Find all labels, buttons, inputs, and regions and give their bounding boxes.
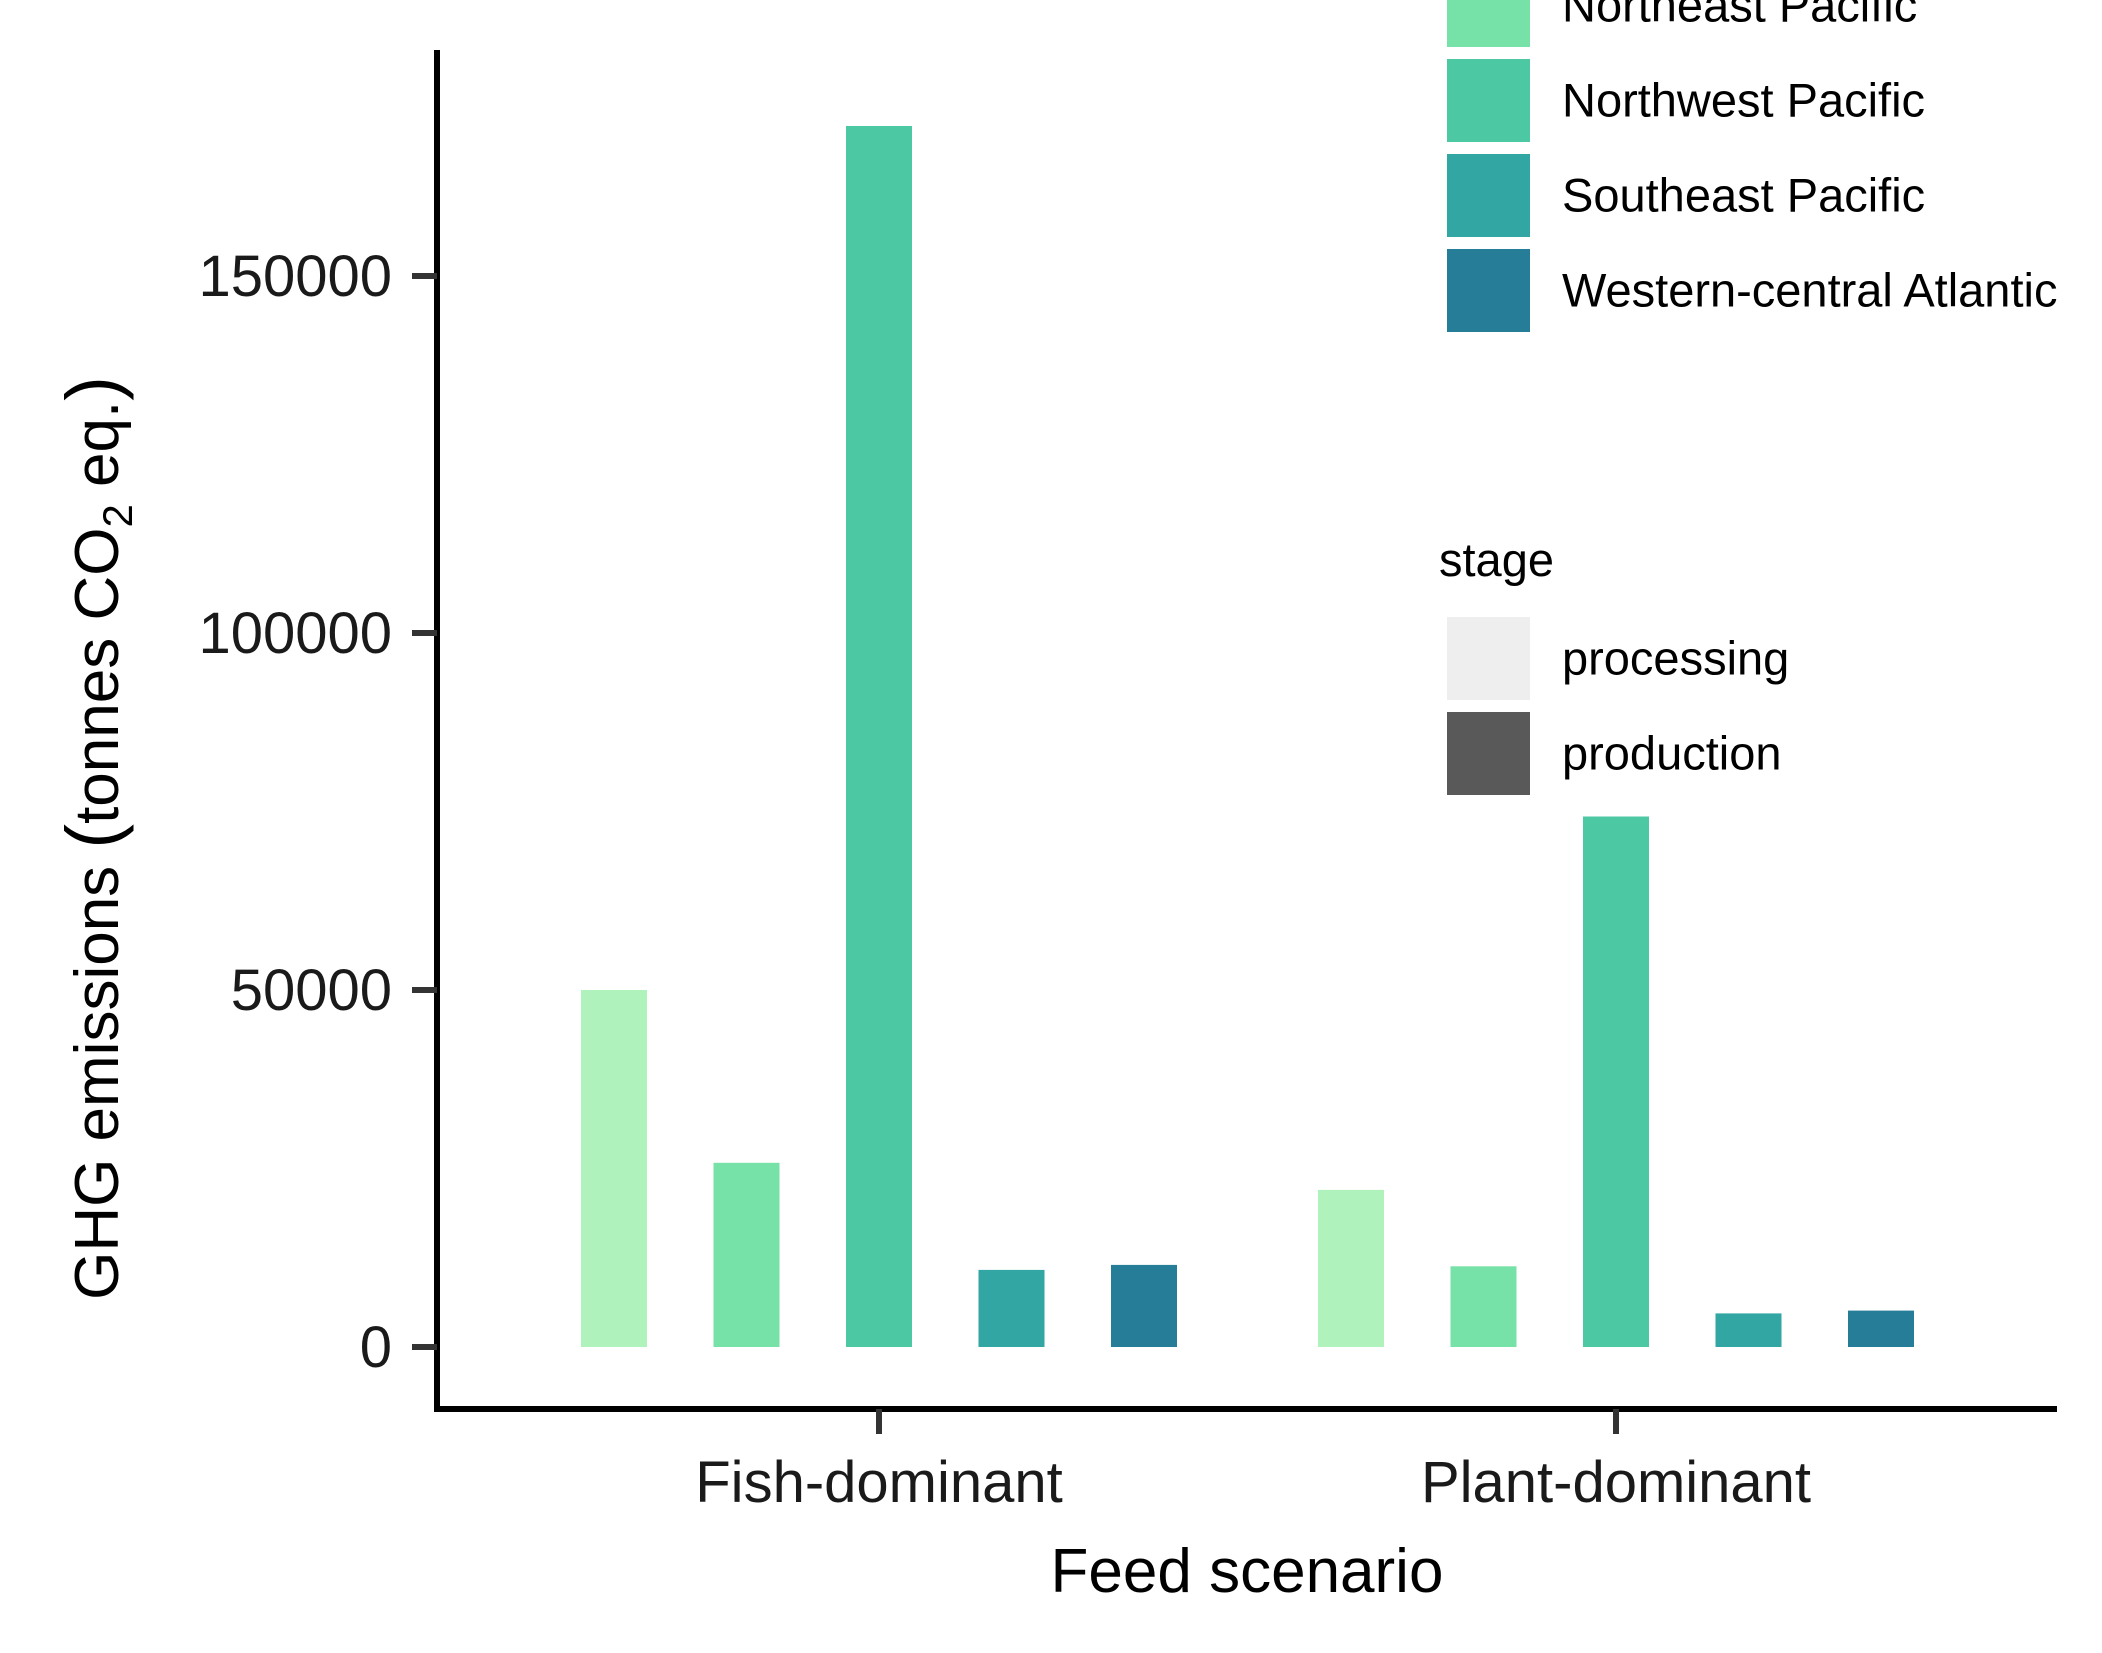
legend-stage-title: stage — [1439, 533, 1554, 586]
y-axis-title-paren-open: ( — [51, 824, 134, 849]
bar-series-0-cat-0 — [581, 990, 647, 1347]
legend-region-key-3 — [1447, 249, 1530, 332]
y-tick-label-3: 150000 — [198, 244, 392, 309]
legend-region-label-3: Western-central Atlantic — [1562, 264, 2057, 317]
x-tick-label-1: Plant-dominant — [1421, 1450, 1811, 1515]
x-ticks-group: Fish-dominant Plant-dominant — [695, 1409, 1811, 1515]
legend-region: Northeast Pacific Northwest Pacific Southe… — [1447, 0, 2057, 332]
bar-series-4-cat-0 — [1111, 1264, 1177, 1347]
legend-stage-label-1: production — [1562, 727, 1782, 780]
legend-stage-label-0: processing — [1562, 632, 1789, 685]
x-tick-label-0: Fish-dominant — [695, 1450, 1062, 1515]
legend-stage: stage processing production — [1439, 533, 1789, 795]
legend-region-label-1: Northwest Pacific — [1562, 74, 1925, 127]
bar-series-2-cat-0 — [846, 126, 912, 1347]
bar-series-2-cat-1 — [1583, 816, 1649, 1347]
legend-region-label-0: Northeast Pacific — [1562, 0, 1917, 32]
bars-group — [581, 126, 1914, 1347]
y-axis-title-paren-close: ) — [51, 376, 134, 401]
bar-series-0-cat-1 — [1318, 1189, 1384, 1347]
bar-series-3-cat-0 — [978, 1269, 1045, 1347]
y-axis-title-subscript: 2 — [94, 504, 141, 527]
legend-stage-key-0 — [1447, 617, 1530, 700]
y-axis-title-part-3: eq. — [63, 401, 132, 504]
bar-series-4-cat-1 — [1848, 1310, 1914, 1347]
y-tick-label-0: 0 — [360, 1315, 392, 1380]
y-axis-title-part-1: GHG emissions — [63, 849, 132, 1300]
y-axis-title-part-2: tonnes CO — [63, 528, 132, 824]
y-ticks-group: 0 50000 100000 150000 — [198, 244, 437, 1380]
legend-region-key-2 — [1447, 154, 1530, 237]
bar-series-1-cat-1 — [1450, 1266, 1517, 1347]
bar-series-3-cat-1 — [1715, 1313, 1782, 1347]
legend-stage-key-1 — [1447, 712, 1530, 795]
legend-region-label-2: Southeast Pacific — [1562, 169, 1925, 222]
y-tick-label-1: 50000 — [231, 958, 392, 1023]
legend-region-key-0 — [1447, 0, 1530, 47]
y-axis-title: GHG emissions (tonnes CO2 eq.) — [51, 376, 141, 1300]
y-tick-label-2: 100000 — [198, 601, 392, 666]
x-axis-title: Feed scenario — [1051, 1537, 1444, 1606]
bar-series-1-cat-0 — [713, 1162, 780, 1347]
legend-region-key-1 — [1447, 59, 1530, 142]
